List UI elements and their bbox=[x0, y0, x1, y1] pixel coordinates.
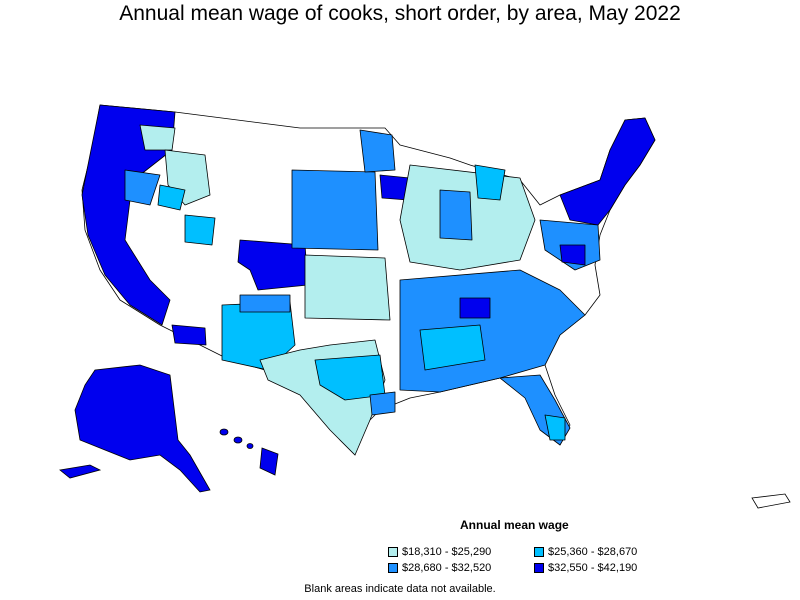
region-dc-metro bbox=[559, 244, 586, 266]
region-puerto-rico bbox=[751, 493, 791, 509]
region-dakotas-nebraska bbox=[291, 169, 379, 251]
region-boise bbox=[157, 184, 186, 211]
region-phoenix bbox=[171, 324, 207, 346]
region-michigan bbox=[474, 164, 506, 201]
legend-label: $25,360 - $28,670 bbox=[548, 546, 638, 558]
legend-item-2: $25,360 - $28,670 bbox=[534, 546, 637, 558]
region-houston bbox=[369, 391, 396, 416]
legend-item-3: $28,680 - $32,520 bbox=[388, 562, 491, 574]
region-illinois-metros bbox=[439, 189, 473, 241]
legend-item-4: $32,550 - $42,190 bbox=[534, 562, 637, 574]
region-new-england bbox=[559, 117, 656, 226]
region-oregon-east bbox=[124, 169, 161, 206]
region-wa-interior bbox=[139, 124, 176, 151]
region-texas-metros bbox=[314, 354, 386, 401]
region-utah bbox=[184, 214, 216, 246]
legend-label: $18,310 - $25,290 bbox=[402, 546, 492, 558]
region-pacific-coast bbox=[81, 104, 176, 326]
legend-swatch bbox=[388, 547, 398, 557]
region-hawaii bbox=[219, 428, 279, 476]
region-kansas-oklahoma bbox=[304, 254, 391, 321]
legend-label: $32,550 - $42,190 bbox=[548, 562, 638, 574]
footnote: Blank areas indicate data not available. bbox=[304, 583, 496, 595]
legend-label: $28,680 - $32,520 bbox=[402, 562, 492, 574]
region-southeast-cyan bbox=[419, 324, 486, 371]
region-south-florida bbox=[544, 414, 566, 441]
region-minnesota bbox=[359, 129, 396, 173]
map-title: Annual mean wage of cooks, short order, … bbox=[119, 2, 681, 25]
region-alaska bbox=[74, 364, 211, 493]
legend-swatch bbox=[534, 547, 544, 557]
region-alaska-islands bbox=[59, 464, 102, 479]
legend-title: Annual mean wage bbox=[460, 518, 569, 532]
region-tennessee-blue bbox=[459, 297, 491, 319]
legend-swatch bbox=[388, 563, 398, 573]
region-nm-north bbox=[239, 294, 291, 313]
legend-item-1: $18,310 - $25,290 bbox=[388, 546, 491, 558]
legend-swatch bbox=[534, 563, 544, 573]
